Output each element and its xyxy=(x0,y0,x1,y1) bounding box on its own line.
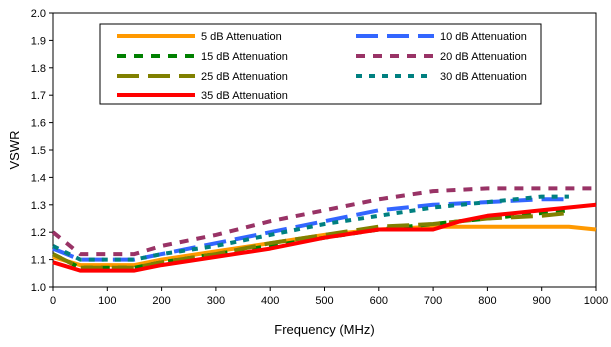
series-layer xyxy=(51,186,597,273)
legend-label: 30 dB Attenuation xyxy=(440,71,527,83)
x-tick-label: 0 xyxy=(50,295,56,307)
x-tick-label: 500 xyxy=(315,295,333,307)
x-tick-label: 200 xyxy=(152,295,170,307)
y-tick-label: 1.8 xyxy=(31,63,46,75)
x-tick-label: 1000 xyxy=(584,295,608,307)
y-tick-label: 1.4 xyxy=(31,172,46,184)
y-tick-label: 1.9 xyxy=(31,35,46,47)
x-tick-label: 300 xyxy=(207,295,225,307)
y-tick-label: 1.5 xyxy=(31,145,46,157)
legend: 5 dB Attenuation 10 dB Attenuation 15 dB A… xyxy=(99,23,542,105)
y-tick-label: 1.6 xyxy=(31,118,46,130)
y-tick-label: 1.3 xyxy=(31,200,46,212)
y-axis-title: VSWR xyxy=(7,131,22,170)
legend-label: 10 dB Attenuation xyxy=(440,31,527,43)
legend-label: 20 dB Attenuation xyxy=(440,51,527,63)
series-line-25db xyxy=(52,211,570,270)
y-tick-label: 1.1 xyxy=(31,255,46,267)
x-tick-label: 700 xyxy=(424,295,442,307)
series-line-35db xyxy=(52,202,597,273)
legend-label: 5 dB Attenuation xyxy=(201,31,282,43)
y-tick-label: 2.0 xyxy=(31,8,46,20)
y-tick-label: 1.7 xyxy=(31,90,46,102)
series-line-15db xyxy=(52,208,570,270)
axis-ticks: 0 100 200 300 400 500 600 700 800 900 1000 1.0 1.1 1.… xyxy=(31,8,609,307)
x-tick-label: 600 xyxy=(370,295,388,307)
legend-label: 25 dB Attenuation xyxy=(201,71,288,83)
x-axis-title: Frequency (MHz) xyxy=(274,322,374,337)
legend-label: 15 dB Attenuation xyxy=(201,51,288,63)
legend-label: 35 dB Attenuation xyxy=(201,90,288,102)
y-tick-label: 1.2 xyxy=(31,227,46,239)
x-tick-label: 900 xyxy=(533,295,551,307)
y-tick-label: 1.0 xyxy=(31,282,46,294)
x-tick-label: 400 xyxy=(261,295,279,307)
series-line-20db xyxy=(51,186,596,257)
x-tick-label: 800 xyxy=(478,295,496,307)
series-line-30db xyxy=(52,194,569,262)
x-tick-label: 100 xyxy=(98,295,116,307)
